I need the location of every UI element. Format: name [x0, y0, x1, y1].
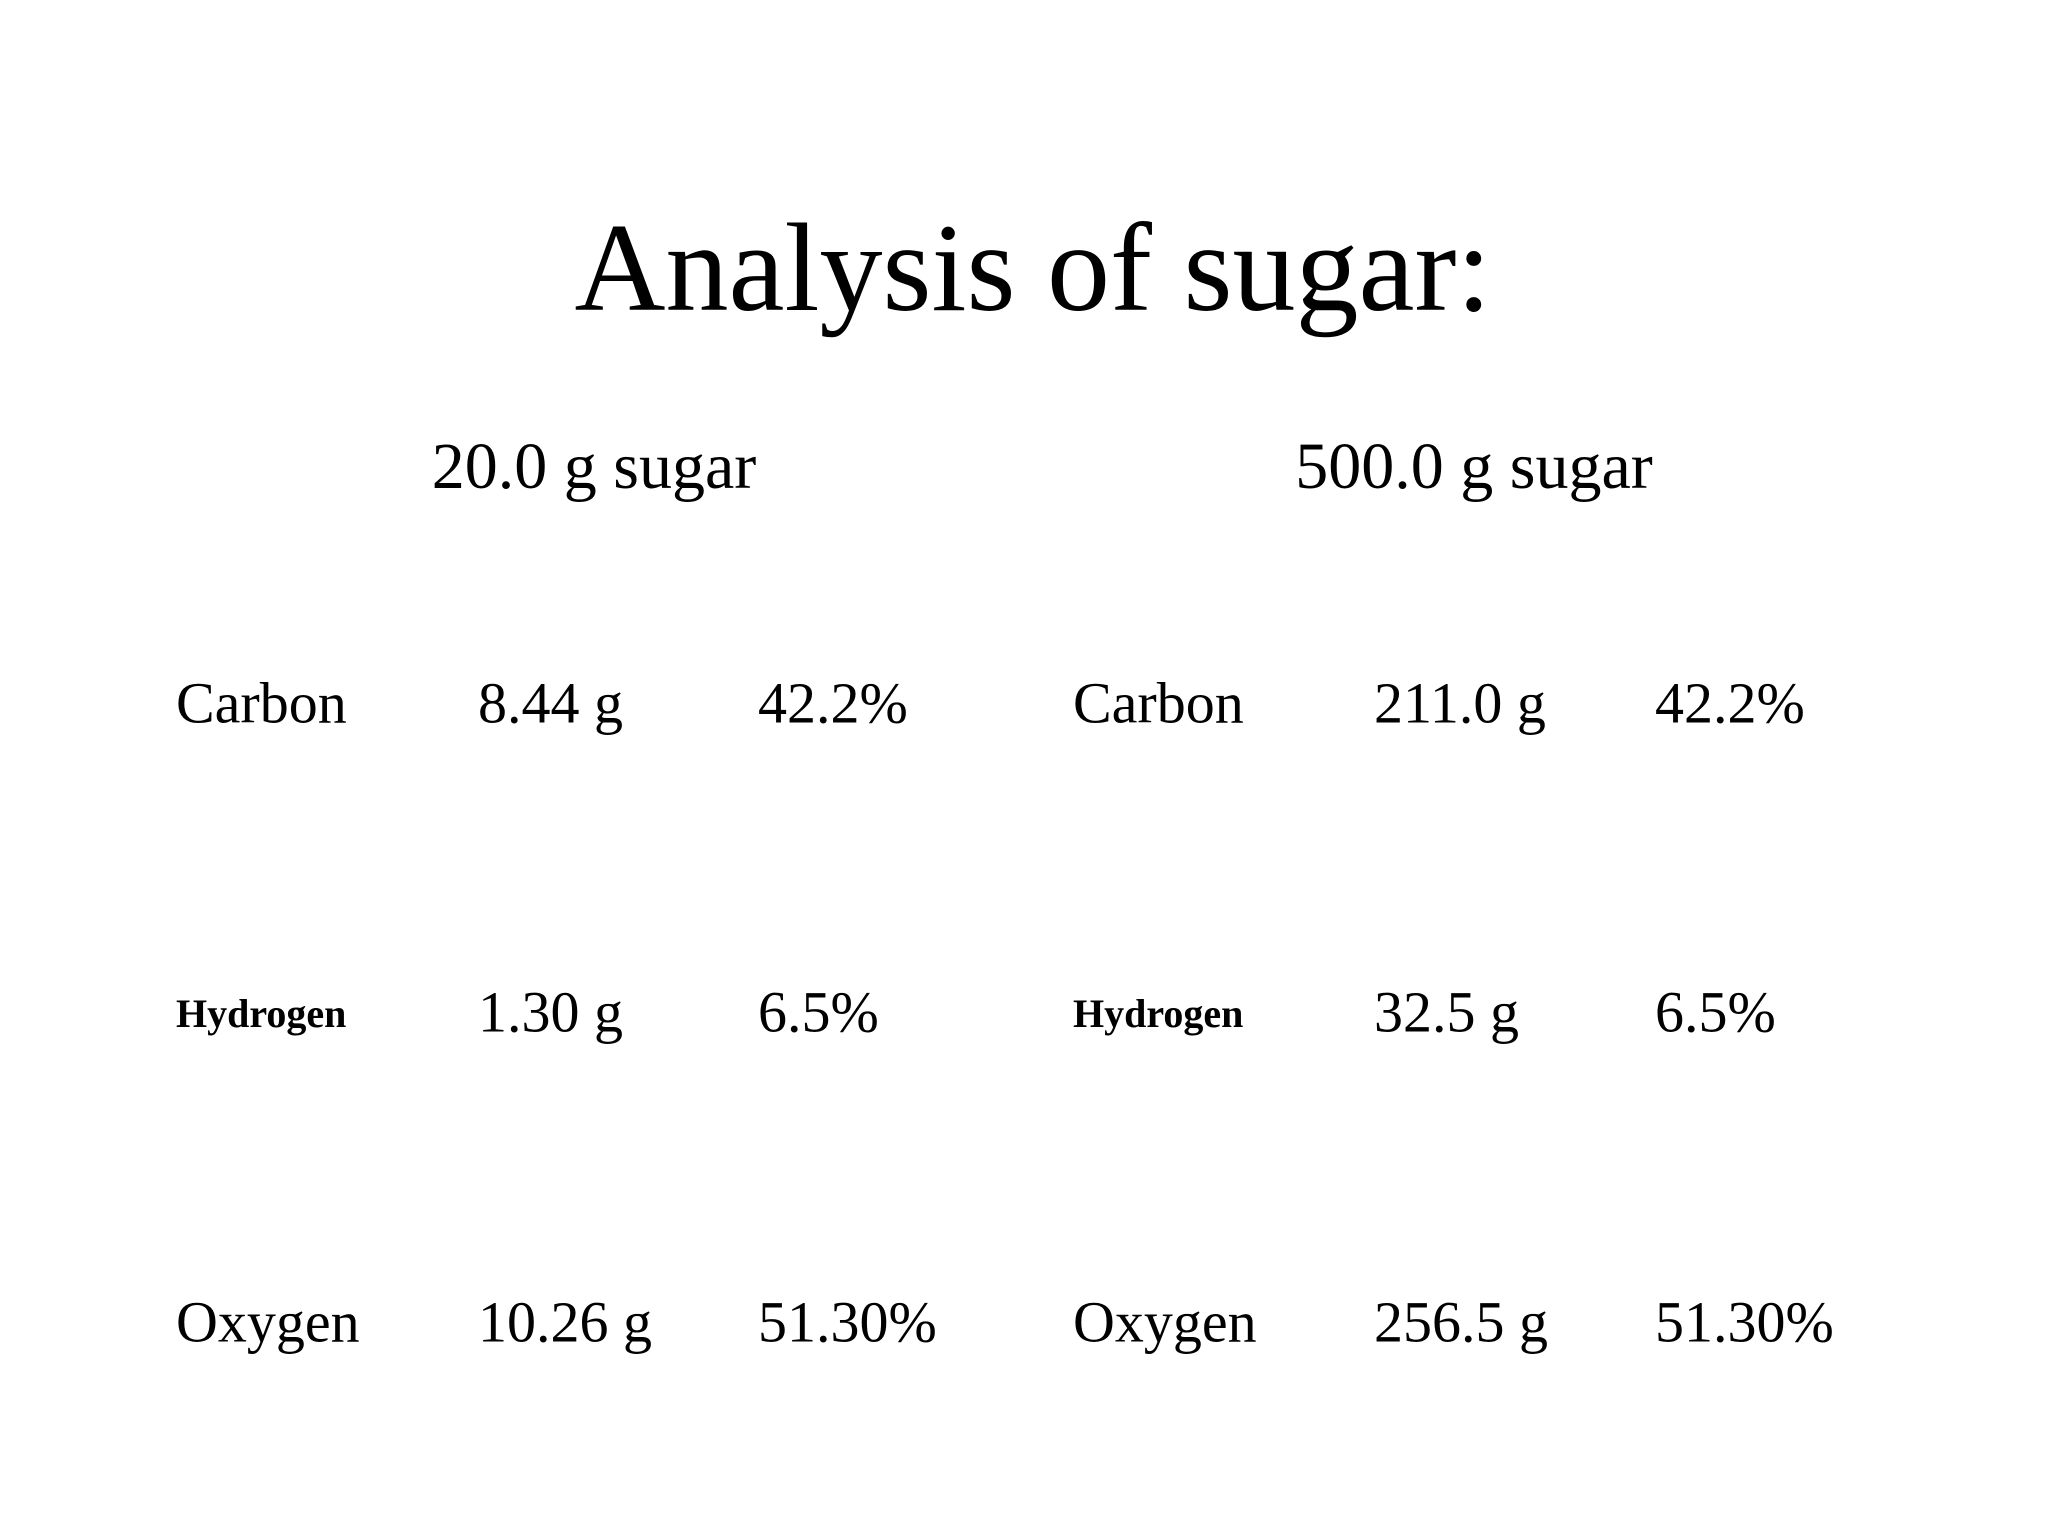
percent-value: 6.5% [1655, 979, 1776, 1044]
mass-value: 8.44 g [478, 670, 623, 735]
element-name: Hydrogen [176, 991, 346, 1036]
table-header: 20.0 g sugar [432, 430, 756, 503]
mass-value: 32.5 g [1374, 979, 1519, 1044]
percent-value: 42.2% [1655, 670, 1805, 735]
percent-value: 51.30% [758, 1289, 937, 1354]
element-name: Oxygen [176, 1289, 360, 1354]
mass-value: 1.30 g [478, 979, 623, 1044]
element-name: Oxygen [1073, 1289, 1257, 1354]
mass-value: 211.0 g [1374, 670, 1546, 735]
percent-value: 51.30% [1655, 1289, 1834, 1354]
mass-value: 256.5 g [1374, 1289, 1548, 1354]
mass-value: 10.26 g [478, 1289, 652, 1354]
table-header: 500.0 g sugar [1295, 430, 1652, 503]
element-name: Carbon [176, 670, 347, 735]
percent-value: 6.5% [758, 979, 879, 1044]
element-name: Carbon [1073, 670, 1244, 735]
slide-title: Analysis of sugar: [575, 199, 1492, 338]
percent-value: 42.2% [758, 670, 908, 735]
element-name: Hydrogen [1073, 991, 1243, 1036]
